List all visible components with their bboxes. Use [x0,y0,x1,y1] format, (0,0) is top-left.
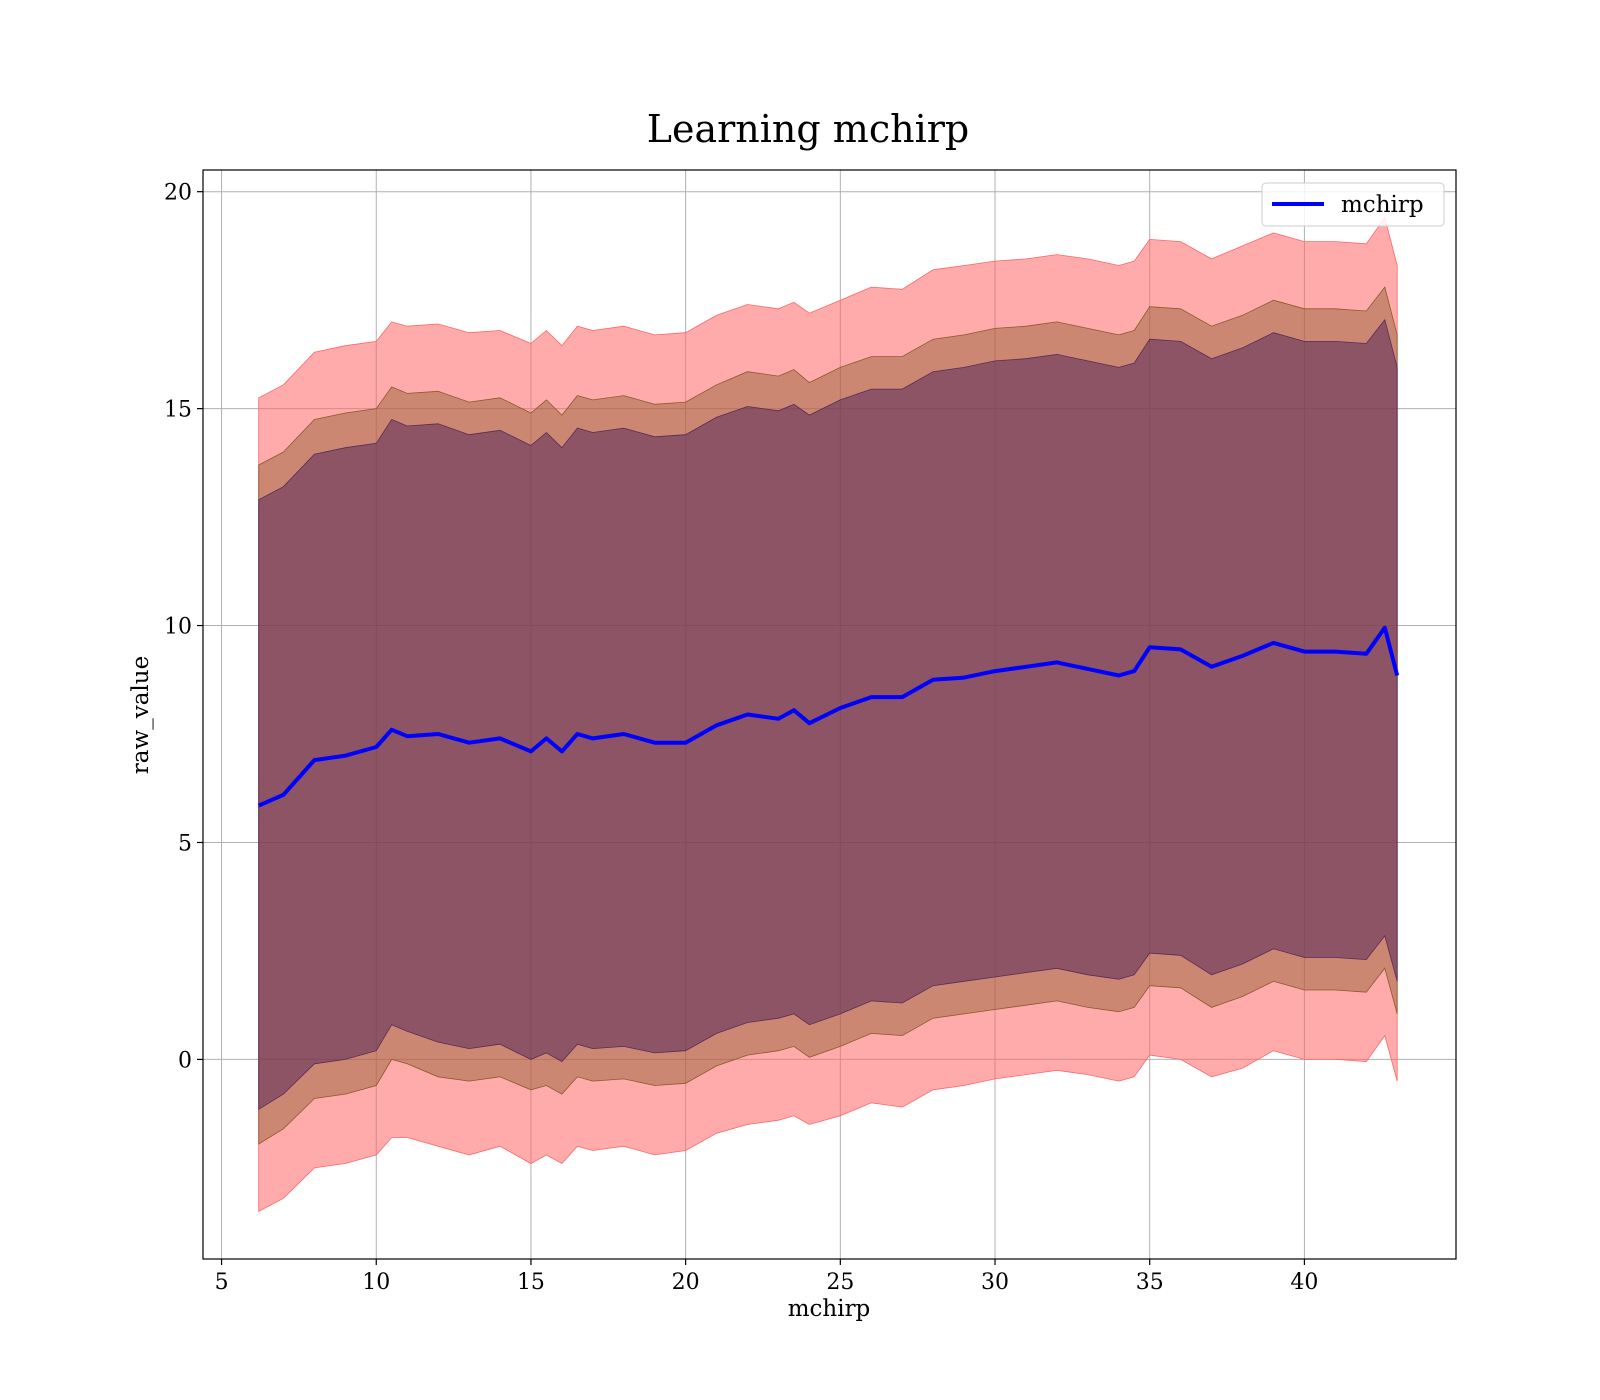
y-tick-label: 0 [178,1048,192,1073]
x-tick-label: 40 [1290,1270,1318,1295]
series-line-mchirp [257,625,1400,808]
legend-label: mchirp [1341,192,1424,218]
x-tick-label: 15 [517,1270,545,1295]
x-tick-label: 10 [362,1270,390,1295]
y-tick-label: 20 [164,181,192,206]
x-tick-label: 30 [981,1270,1009,1295]
x-tick-label: 20 [672,1270,700,1295]
axis-ticks: 5 10 15 20 25 30 35 40 0 5 10 15 20 [164,181,1318,1295]
x-tick-label: 25 [826,1270,854,1295]
x-tick-label: 35 [1136,1270,1164,1295]
x-axis-title: mchirp [788,1296,871,1322]
legend-box [1261,182,1445,227]
y-axis-title: raw_value [128,656,154,774]
x-tick-label: 5 [215,1270,229,1295]
y-tick-label: 15 [164,398,192,423]
plot-frame [202,169,1457,1260]
y-tick-label: 10 [164,615,192,640]
y-tick-label: 5 [178,831,192,856]
series-lines [257,625,1400,808]
chart-title: Learning mchirp [647,107,969,151]
legend: mchirp [1261,182,1445,227]
